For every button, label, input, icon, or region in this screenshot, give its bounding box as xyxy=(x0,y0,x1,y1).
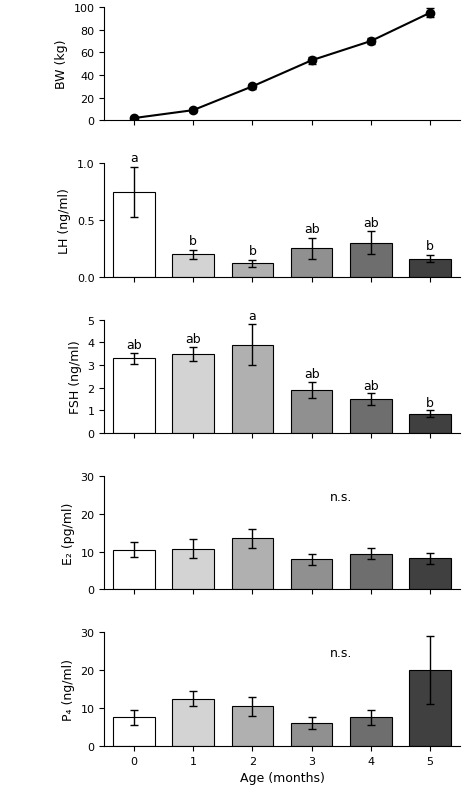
Bar xyxy=(232,707,273,746)
Bar xyxy=(410,259,451,277)
Bar xyxy=(350,399,392,434)
Text: b: b xyxy=(426,396,434,409)
Text: b: b xyxy=(426,240,434,253)
Text: a: a xyxy=(130,152,138,164)
Bar xyxy=(291,560,332,589)
Y-axis label: FSH (ng/ml): FSH (ng/ml) xyxy=(69,340,82,414)
Y-axis label: LH (ng/ml): LH (ng/ml) xyxy=(58,188,72,253)
Text: ab: ab xyxy=(363,379,379,392)
Text: ab: ab xyxy=(363,217,379,229)
Bar xyxy=(173,549,214,589)
Bar xyxy=(113,358,155,434)
Text: b: b xyxy=(248,245,256,257)
Bar xyxy=(173,354,214,434)
Bar xyxy=(291,249,332,277)
Bar xyxy=(291,391,332,434)
Bar xyxy=(291,723,332,746)
Bar xyxy=(173,255,214,277)
Text: ab: ab xyxy=(185,333,201,346)
Text: ab: ab xyxy=(126,338,142,351)
Bar xyxy=(350,243,392,277)
Y-axis label: P₄ (ng/ml): P₄ (ng/ml) xyxy=(62,658,75,720)
Y-axis label: E₂ (pg/ml): E₂ (pg/ml) xyxy=(62,502,75,565)
Text: ab: ab xyxy=(304,368,319,381)
Bar xyxy=(113,718,155,746)
Text: b: b xyxy=(189,234,197,247)
Bar xyxy=(173,699,214,746)
X-axis label: Age (months): Age (months) xyxy=(239,771,325,784)
Bar xyxy=(232,264,273,277)
Bar xyxy=(410,415,451,434)
Bar xyxy=(350,718,392,746)
Bar xyxy=(232,539,273,589)
Bar xyxy=(113,550,155,589)
Text: ab: ab xyxy=(304,223,319,236)
Bar xyxy=(410,559,451,589)
Bar xyxy=(113,192,155,277)
Bar xyxy=(232,345,273,434)
Text: n.s.: n.s. xyxy=(330,490,353,503)
Bar xyxy=(410,670,451,746)
Text: a: a xyxy=(248,310,256,323)
Bar xyxy=(350,554,392,589)
Text: n.s.: n.s. xyxy=(330,646,353,659)
Y-axis label: BW (kg): BW (kg) xyxy=(55,40,68,89)
